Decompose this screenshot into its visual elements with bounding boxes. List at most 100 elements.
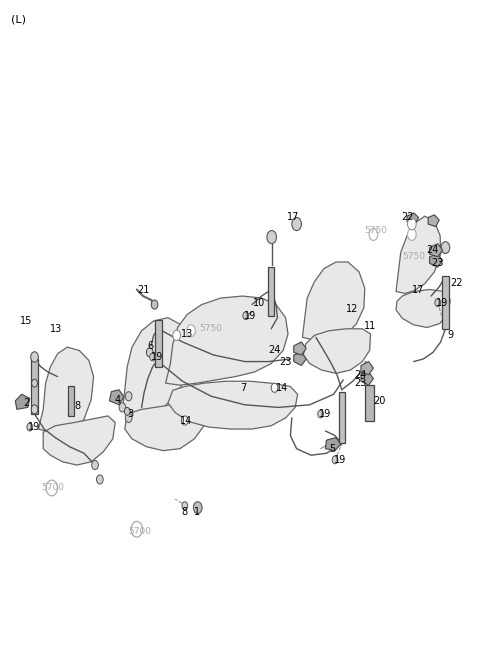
- Text: 5700: 5700: [129, 527, 152, 536]
- Text: 2: 2: [23, 398, 29, 408]
- Circle shape: [119, 403, 126, 412]
- Circle shape: [150, 353, 156, 361]
- Circle shape: [151, 300, 158, 309]
- Circle shape: [187, 325, 195, 337]
- Polygon shape: [168, 381, 298, 429]
- Polygon shape: [303, 329, 371, 373]
- Circle shape: [271, 383, 278, 392]
- Text: 24: 24: [354, 369, 367, 380]
- Text: 19: 19: [244, 310, 256, 321]
- Circle shape: [182, 502, 188, 510]
- Bar: [339, 392, 345, 443]
- Text: 21: 21: [137, 284, 149, 295]
- Circle shape: [124, 407, 130, 415]
- Circle shape: [435, 299, 441, 307]
- Text: 23: 23: [431, 258, 444, 269]
- Text: 7: 7: [240, 383, 246, 393]
- Circle shape: [46, 480, 58, 496]
- Text: 5750: 5750: [402, 252, 425, 261]
- Polygon shape: [430, 244, 443, 257]
- Polygon shape: [294, 342, 306, 355]
- Text: 5700: 5700: [41, 483, 64, 493]
- Polygon shape: [396, 216, 441, 293]
- Text: 22: 22: [401, 212, 413, 223]
- Text: 19: 19: [334, 455, 346, 465]
- Text: 19: 19: [436, 297, 448, 308]
- Circle shape: [441, 242, 450, 253]
- Circle shape: [408, 218, 416, 230]
- Polygon shape: [109, 390, 124, 405]
- Text: 4: 4: [114, 394, 120, 405]
- Text: 5750: 5750: [199, 324, 222, 333]
- Text: 24: 24: [426, 245, 439, 255]
- Text: 17: 17: [287, 212, 300, 223]
- Circle shape: [146, 348, 153, 357]
- Polygon shape: [15, 394, 30, 409]
- Polygon shape: [38, 347, 94, 432]
- Text: 8: 8: [181, 507, 188, 517]
- Circle shape: [181, 416, 188, 425]
- Text: 24: 24: [268, 345, 280, 356]
- Polygon shape: [428, 215, 439, 227]
- Bar: [156, 320, 161, 367]
- Text: 22: 22: [450, 278, 463, 288]
- Polygon shape: [396, 290, 450, 328]
- Circle shape: [243, 312, 249, 320]
- Circle shape: [318, 410, 324, 418]
- Polygon shape: [125, 403, 206, 451]
- Text: 8: 8: [74, 401, 81, 411]
- Polygon shape: [166, 296, 288, 385]
- Circle shape: [332, 456, 338, 464]
- Text: 15: 15: [20, 316, 33, 326]
- Polygon shape: [430, 254, 443, 267]
- Text: 12: 12: [346, 304, 358, 314]
- Bar: [68, 386, 74, 416]
- Bar: [31, 358, 38, 415]
- Text: 23: 23: [279, 356, 292, 367]
- Text: 5: 5: [329, 443, 335, 454]
- Text: 10: 10: [253, 297, 266, 308]
- Text: 19: 19: [319, 409, 332, 419]
- Circle shape: [292, 217, 301, 231]
- Circle shape: [125, 413, 132, 422]
- Polygon shape: [294, 352, 306, 365]
- Text: 13: 13: [50, 324, 63, 334]
- Polygon shape: [302, 262, 365, 341]
- Text: 11: 11: [364, 321, 376, 331]
- Text: 19: 19: [151, 352, 164, 362]
- Circle shape: [27, 423, 33, 431]
- Circle shape: [125, 392, 132, 401]
- Polygon shape: [43, 416, 115, 465]
- Text: 14: 14: [180, 415, 192, 426]
- Polygon shape: [407, 213, 419, 224]
- Text: 6: 6: [148, 341, 154, 351]
- Text: 17: 17: [412, 284, 424, 295]
- Text: 13: 13: [181, 329, 194, 339]
- Circle shape: [31, 405, 38, 414]
- Text: 9: 9: [447, 330, 454, 341]
- Circle shape: [31, 352, 38, 362]
- Polygon shape: [361, 362, 373, 375]
- Polygon shape: [122, 318, 190, 413]
- Circle shape: [131, 521, 143, 537]
- Text: 20: 20: [373, 396, 386, 406]
- Text: 23: 23: [354, 378, 367, 388]
- Text: 3: 3: [127, 409, 133, 419]
- Text: 1: 1: [194, 507, 201, 517]
- Circle shape: [267, 231, 276, 244]
- Text: 5750: 5750: [364, 226, 387, 235]
- Circle shape: [173, 330, 180, 341]
- Polygon shape: [361, 372, 373, 385]
- Circle shape: [369, 229, 378, 240]
- Polygon shape: [325, 438, 341, 451]
- Circle shape: [408, 229, 416, 240]
- Circle shape: [96, 475, 103, 484]
- Circle shape: [92, 460, 98, 470]
- Circle shape: [32, 379, 37, 387]
- Text: 19: 19: [28, 422, 40, 432]
- Circle shape: [193, 502, 202, 514]
- Bar: [365, 385, 374, 421]
- Bar: [268, 267, 275, 316]
- Text: (L): (L): [11, 14, 25, 24]
- Text: 14: 14: [276, 383, 288, 393]
